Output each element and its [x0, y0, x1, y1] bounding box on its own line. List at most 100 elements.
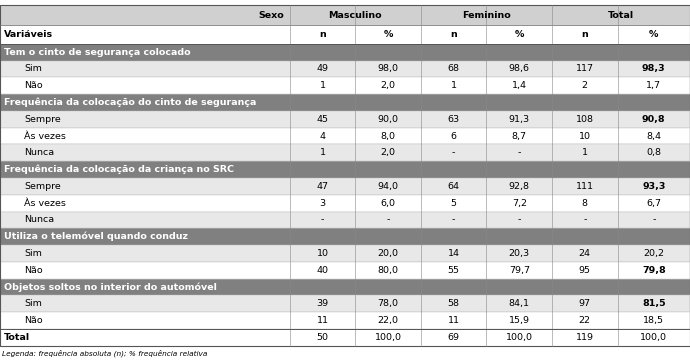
Bar: [0, 111, 690, 128]
Text: 108: 108: [575, 115, 594, 124]
Text: 100,0: 100,0: [640, 333, 667, 342]
Text: 20,0: 20,0: [377, 249, 399, 258]
Text: 11: 11: [448, 316, 460, 325]
Text: n: n: [582, 30, 588, 39]
Text: 2,0: 2,0: [381, 149, 395, 157]
Text: 6,0: 6,0: [381, 199, 395, 208]
Text: 22,0: 22,0: [377, 316, 399, 325]
Text: 1,4: 1,4: [512, 81, 526, 90]
Text: Sim: Sim: [24, 249, 42, 258]
Text: 8,0: 8,0: [381, 132, 395, 141]
Text: 18,5: 18,5: [643, 316, 664, 325]
Text: 100,0: 100,0: [506, 333, 533, 342]
Text: 97: 97: [579, 299, 591, 308]
Text: Feminino: Feminino: [462, 11, 511, 20]
Text: -: -: [652, 215, 656, 225]
Text: Não: Não: [24, 81, 43, 90]
Text: n: n: [451, 30, 457, 39]
Bar: [0, 161, 690, 178]
Text: 20,2: 20,2: [643, 249, 664, 258]
Text: 8: 8: [582, 199, 588, 208]
Text: -: -: [452, 215, 455, 225]
Bar: [0, 211, 690, 228]
Text: 94,0: 94,0: [377, 182, 399, 191]
Text: 7,2: 7,2: [512, 199, 526, 208]
Bar: [0, 312, 690, 329]
Text: 79,7: 79,7: [509, 266, 530, 275]
Text: %: %: [384, 30, 393, 39]
Text: Às vezes: Às vezes: [24, 199, 66, 208]
Text: 68: 68: [448, 64, 460, 74]
Text: %: %: [515, 30, 524, 39]
Bar: [0, 228, 690, 245]
Text: Legenda: frequência absoluta (n); % frequência relativa: Legenda: frequência absoluta (n); % freq…: [2, 349, 208, 357]
Text: 55: 55: [448, 266, 460, 275]
Text: 95: 95: [579, 266, 591, 275]
Text: 39: 39: [317, 299, 328, 308]
Text: 0,8: 0,8: [647, 149, 661, 157]
Text: -: -: [321, 215, 324, 225]
Text: 45: 45: [317, 115, 328, 124]
Text: -: -: [518, 149, 521, 157]
Text: 24: 24: [579, 249, 591, 258]
Text: Sempre: Sempre: [24, 182, 61, 191]
Text: Total: Total: [4, 333, 30, 342]
Text: 84,1: 84,1: [509, 299, 530, 308]
Bar: [0, 178, 690, 195]
Text: 80,0: 80,0: [377, 266, 399, 275]
Text: 8,4: 8,4: [647, 132, 661, 141]
Text: 98,3: 98,3: [642, 64, 666, 74]
Bar: [0, 245, 690, 262]
Bar: [0, 279, 690, 296]
Text: n: n: [319, 30, 326, 39]
Text: -: -: [452, 149, 455, 157]
Text: Utiliza o telemóvel quando conduz: Utiliza o telemóvel quando conduz: [4, 232, 188, 241]
Text: Variáveis: Variáveis: [4, 30, 53, 39]
Text: 11: 11: [317, 316, 328, 325]
Text: 8,7: 8,7: [512, 132, 526, 141]
Text: 10: 10: [579, 132, 591, 141]
Bar: [0, 145, 690, 161]
Bar: [0, 329, 690, 346]
Text: 4: 4: [319, 132, 326, 141]
Text: 92,8: 92,8: [509, 182, 530, 191]
Text: 81,5: 81,5: [642, 299, 666, 308]
Text: 49: 49: [317, 64, 328, 74]
Text: -: -: [518, 215, 521, 225]
Bar: [0, 61, 690, 78]
Text: Frequência da colocação do cinto de segurança: Frequência da colocação do cinto de segu…: [4, 98, 257, 107]
Text: 1: 1: [582, 149, 588, 157]
Text: Total: Total: [608, 11, 634, 20]
Text: Frequência da colocação da criança no SRC: Frequência da colocação da criança no SR…: [4, 165, 234, 174]
Text: 2,0: 2,0: [381, 81, 395, 90]
Bar: [0, 94, 690, 111]
Text: 5: 5: [451, 199, 457, 208]
Text: 50: 50: [317, 333, 328, 342]
Text: 1: 1: [451, 81, 457, 90]
Text: Não: Não: [24, 316, 43, 325]
Text: Às vezes: Às vezes: [24, 132, 66, 141]
Text: 2: 2: [582, 81, 588, 90]
Text: %: %: [649, 30, 658, 39]
Text: 20,3: 20,3: [509, 249, 530, 258]
Text: Sempre: Sempre: [24, 115, 61, 124]
Text: 63: 63: [448, 115, 460, 124]
Text: -: -: [386, 215, 390, 225]
Bar: [0, 78, 690, 94]
Text: Sim: Sim: [24, 64, 42, 74]
Text: 10: 10: [317, 249, 328, 258]
Text: 119: 119: [575, 333, 594, 342]
Text: 22: 22: [579, 316, 591, 325]
Text: 47: 47: [317, 182, 328, 191]
Bar: [0, 262, 690, 279]
Text: 69: 69: [448, 333, 460, 342]
Text: Nunca: Nunca: [24, 215, 55, 225]
Bar: [0, 25, 690, 44]
Bar: [0, 44, 690, 61]
Text: 79,8: 79,8: [642, 266, 666, 275]
Text: Masculino: Masculino: [328, 11, 382, 20]
Text: 91,3: 91,3: [509, 115, 530, 124]
Text: -: -: [583, 215, 586, 225]
Text: 40: 40: [317, 266, 328, 275]
Bar: [0, 195, 690, 211]
